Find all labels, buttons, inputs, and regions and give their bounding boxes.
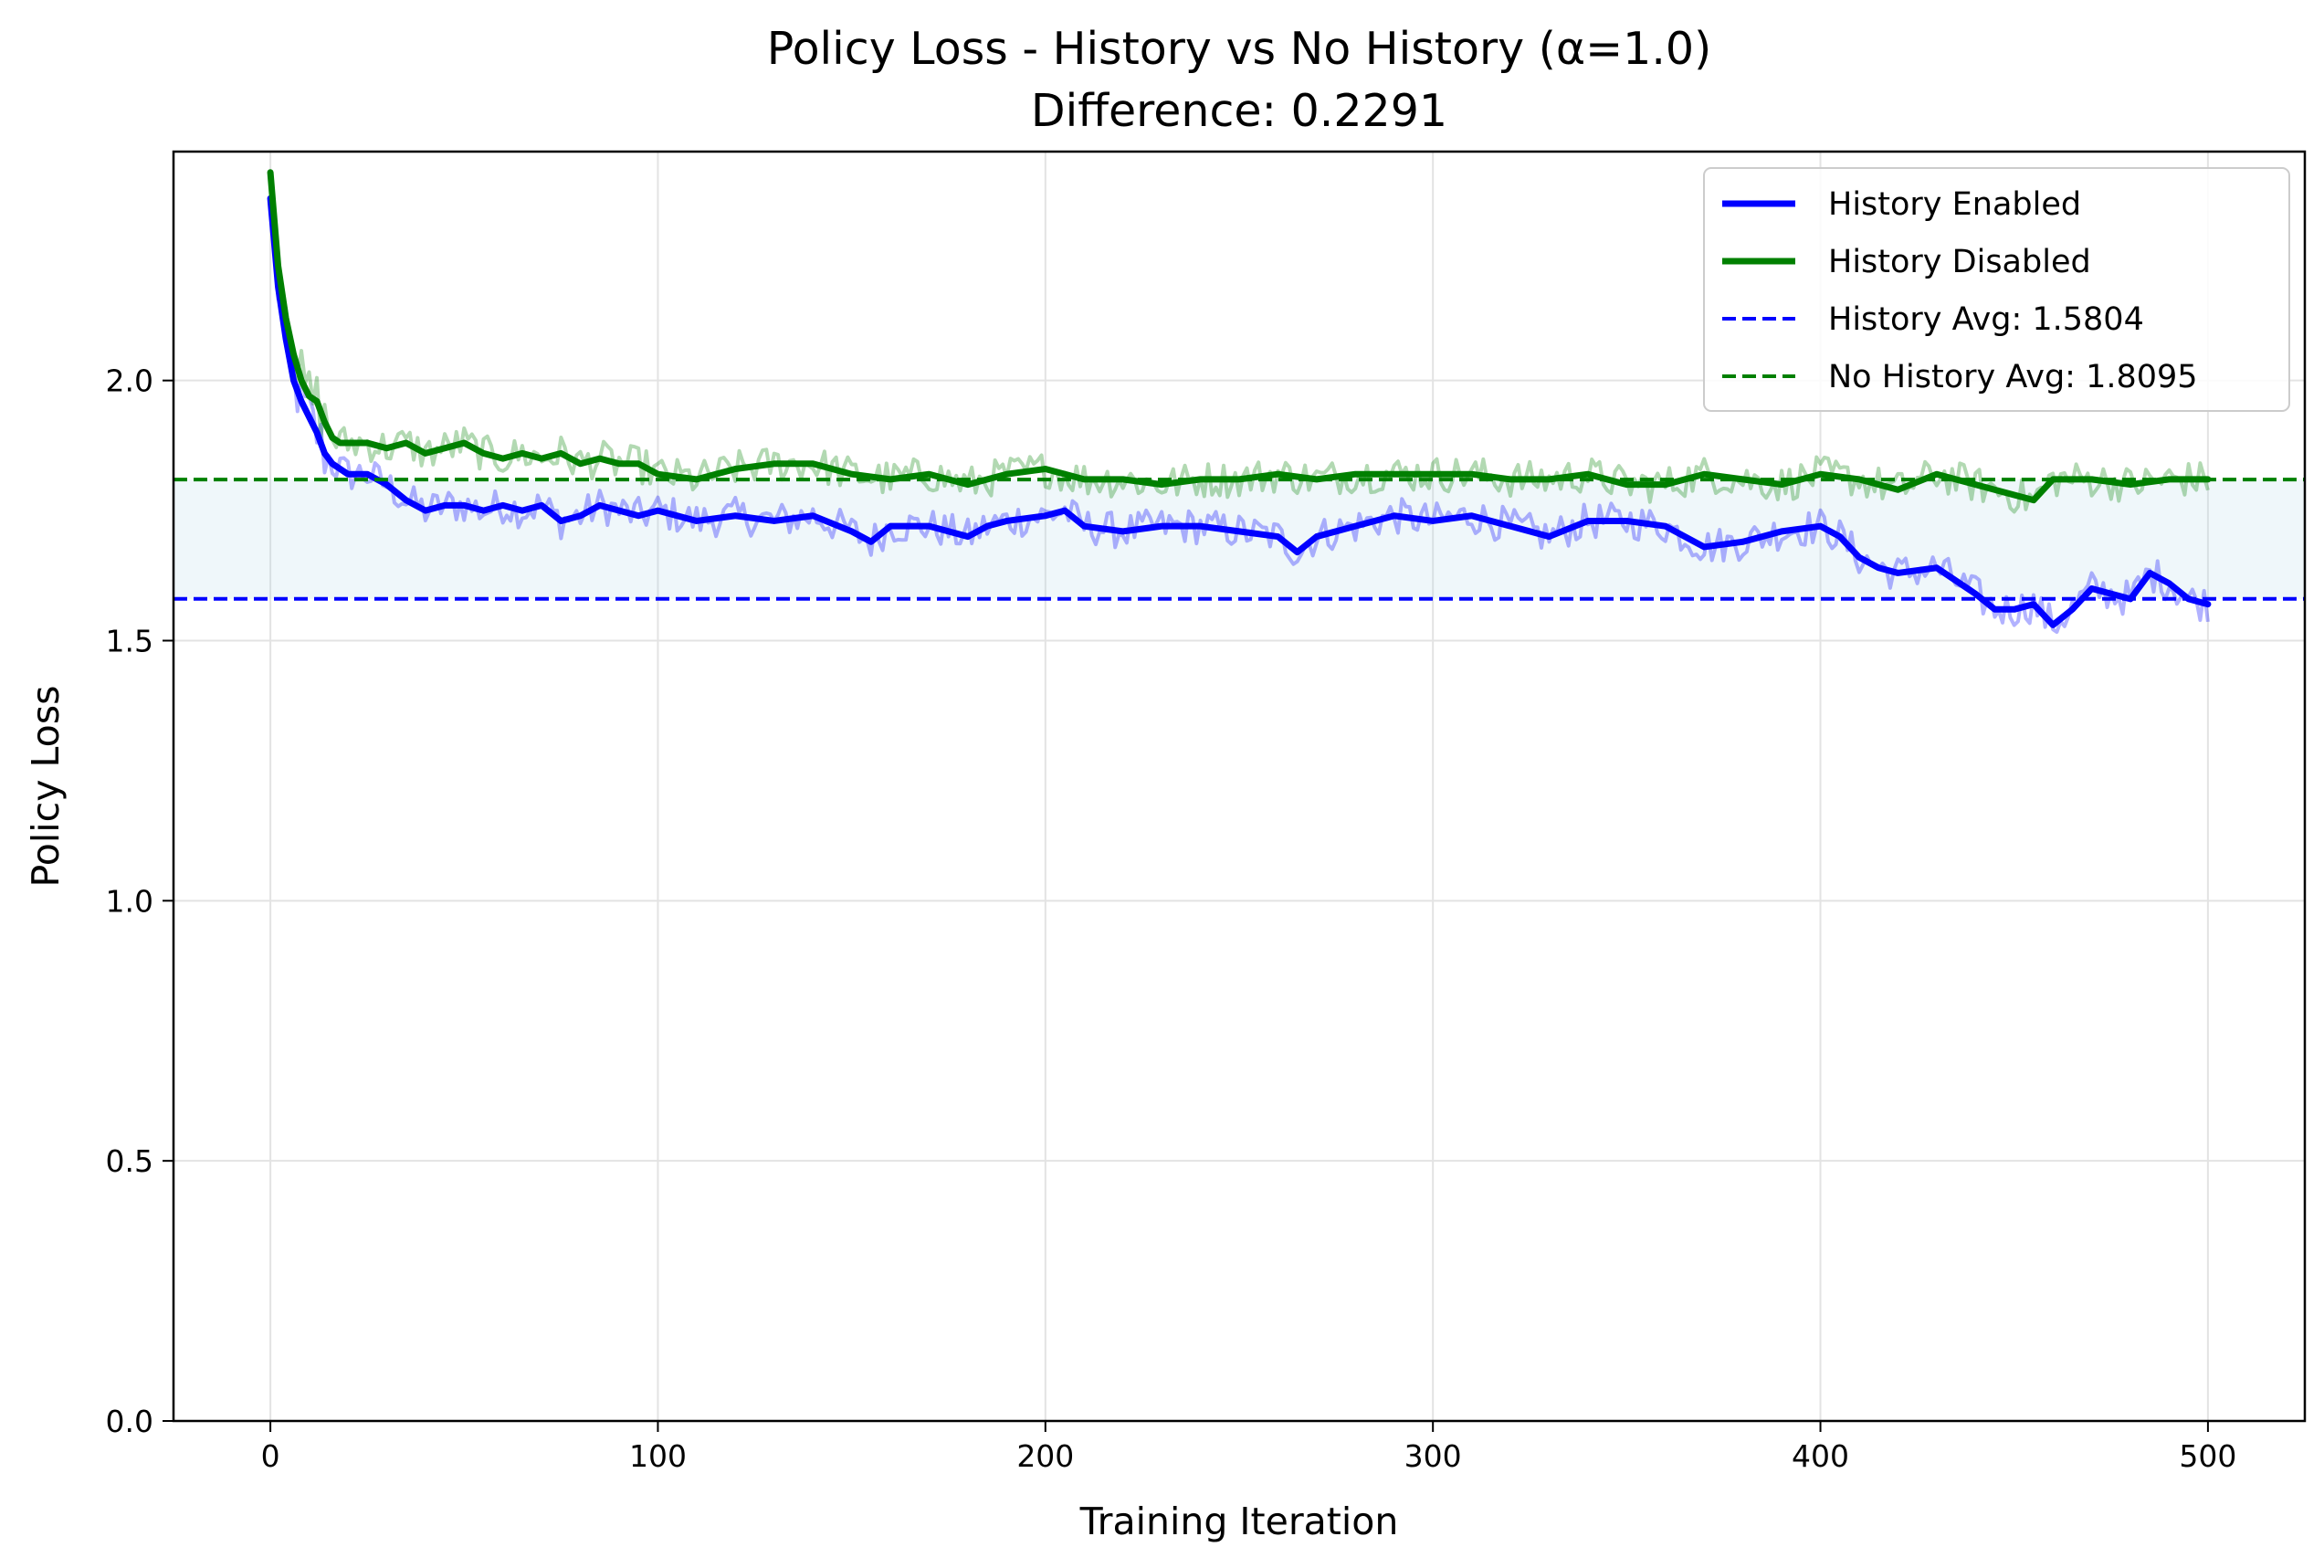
plot-frame (172, 150, 2307, 1423)
y-tick-label: 0.0 (106, 1404, 153, 1439)
legend-label-history-enabled: History Enabled (1828, 186, 2081, 223)
y-tick-label: 0.5 (106, 1143, 153, 1179)
y-axis-label: Policy Loss (24, 686, 68, 888)
y-tick-label: 2.0 (106, 363, 153, 399)
x-tick-label: 100 (629, 1438, 687, 1474)
x-tick-label: 200 (1016, 1438, 1074, 1474)
reference-lines-layer (174, 478, 2305, 601)
x-tick-label: 500 (2179, 1438, 2236, 1474)
y-tick-label: 1.0 (106, 883, 153, 919)
y-tick-label: 1.5 (106, 623, 153, 658)
ticks-layer: 0 100 200 300 400 500 0.0 0.5 1.0 1.5 2.0 (106, 363, 2237, 1474)
x-tick-label: 300 (1404, 1438, 1462, 1474)
x-tick-label: 400 (1792, 1438, 1849, 1474)
series-line-history-enabled (267, 195, 2212, 628)
legend-label-history-avg: History Avg: 1.5804 (1828, 301, 2144, 338)
legend-box (1703, 167, 2290, 412)
chart-title: Policy Loss - History vs No History (α=1… (767, 23, 1711, 75)
x-axis-label: Training Iteration (1079, 1500, 1399, 1543)
legend: History Enabled History Disabled History… (1703, 167, 2290, 412)
legend-label-no-history-avg: No History Avg: 1.8095 (1828, 359, 2198, 395)
x-tick-label: 0 (261, 1438, 280, 1474)
legend-label-history-disabled: History Disabled (1828, 244, 2091, 280)
chart-subtitle: Difference: 0.2291 (1031, 85, 1447, 137)
